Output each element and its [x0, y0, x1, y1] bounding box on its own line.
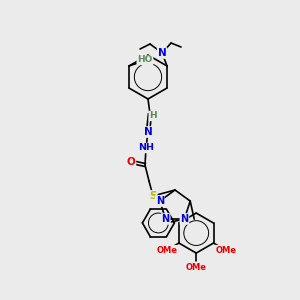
Text: OMe: OMe — [186, 262, 207, 272]
Text: HO: HO — [137, 56, 153, 64]
Text: O: O — [127, 157, 135, 167]
Text: N: N — [144, 127, 152, 137]
Text: H: H — [149, 112, 157, 121]
Text: N: N — [158, 48, 167, 58]
Text: OMe: OMe — [156, 246, 177, 255]
Text: S: S — [149, 191, 157, 201]
Text: N: N — [161, 214, 170, 224]
Text: N: N — [180, 214, 188, 224]
Text: N: N — [156, 196, 164, 206]
Text: NH: NH — [138, 143, 154, 152]
Text: OMe: OMe — [215, 246, 236, 255]
